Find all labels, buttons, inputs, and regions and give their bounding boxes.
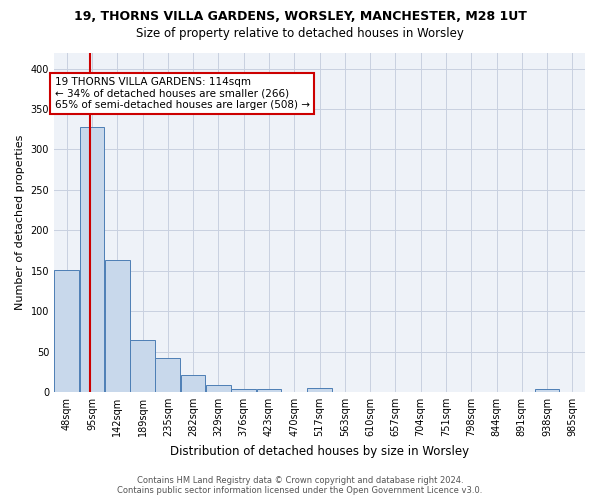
- Text: Size of property relative to detached houses in Worsley: Size of property relative to detached ho…: [136, 28, 464, 40]
- X-axis label: Distribution of detached houses by size in Worsley: Distribution of detached houses by size …: [170, 444, 469, 458]
- Bar: [155, 358, 180, 392]
- Text: Contains HM Land Registry data © Crown copyright and database right 2024.
Contai: Contains HM Land Registry data © Crown c…: [118, 476, 482, 495]
- Bar: [231, 388, 256, 392]
- Bar: [206, 384, 231, 392]
- Text: 19, THORNS VILLA GARDENS, WORSLEY, MANCHESTER, M28 1UT: 19, THORNS VILLA GARDENS, WORSLEY, MANCH…: [74, 10, 526, 23]
- Text: 19 THORNS VILLA GARDENS: 114sqm
← 34% of detached houses are smaller (266)
65% o: 19 THORNS VILLA GARDENS: 114sqm ← 34% of…: [55, 76, 310, 110]
- Bar: [54, 270, 79, 392]
- Bar: [105, 260, 130, 392]
- Bar: [257, 388, 281, 392]
- Bar: [307, 388, 332, 392]
- Bar: [535, 388, 559, 392]
- Bar: [130, 340, 155, 392]
- Y-axis label: Number of detached properties: Number of detached properties: [15, 134, 25, 310]
- Bar: [80, 127, 104, 392]
- Bar: [181, 375, 205, 392]
